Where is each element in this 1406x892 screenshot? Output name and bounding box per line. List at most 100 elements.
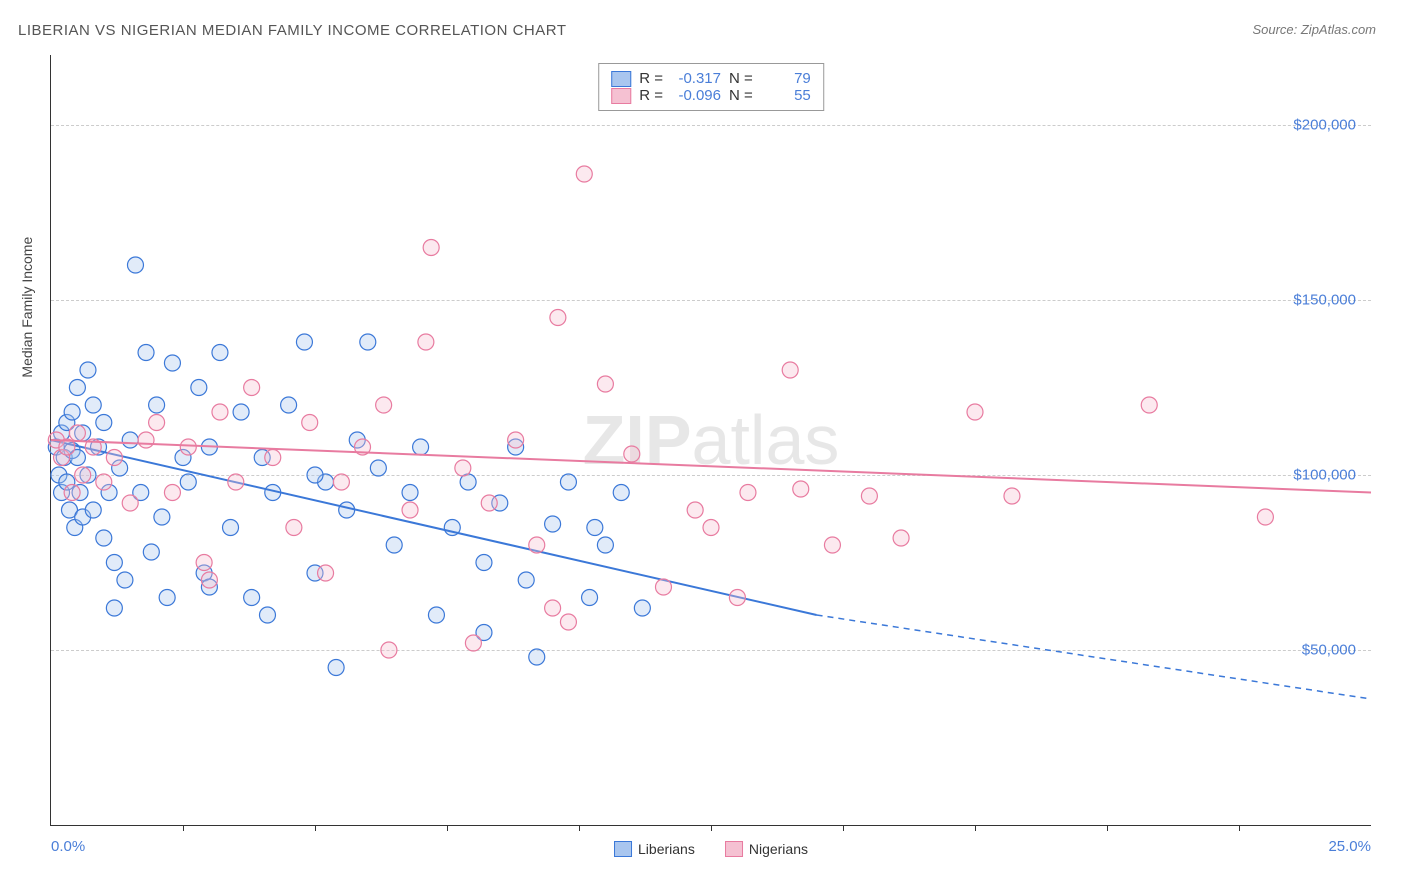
legend-label-nigerians: Nigerians — [749, 841, 808, 857]
data-point — [127, 257, 143, 273]
data-point — [967, 404, 983, 420]
chart-title: LIBERIAN VS NIGERIAN MEDIAN FAMILY INCOM… — [18, 22, 566, 39]
trend-line-extrapolated — [817, 615, 1371, 699]
x-axis-min-label: 0.0% — [51, 838, 85, 855]
data-point — [149, 415, 165, 431]
data-point — [96, 474, 112, 490]
data-point — [233, 404, 249, 420]
legend-row-liberians: R = -0.317 N = 79 — [611, 70, 811, 87]
data-point — [597, 537, 613, 553]
data-point — [196, 555, 212, 571]
data-point — [281, 397, 297, 413]
data-point — [597, 376, 613, 392]
data-point — [106, 600, 122, 616]
data-point — [402, 485, 418, 501]
data-point — [381, 642, 397, 658]
legend-label-liberians: Liberians — [638, 841, 695, 857]
data-point — [529, 537, 545, 553]
data-point — [476, 555, 492, 571]
swatch-icon — [614, 841, 632, 857]
swatch-nigerians — [611, 88, 631, 104]
data-point — [138, 345, 154, 361]
data-point — [138, 432, 154, 448]
data-point — [370, 460, 386, 476]
data-point — [212, 404, 228, 420]
data-point — [64, 485, 80, 501]
data-point — [413, 439, 429, 455]
data-point — [106, 450, 122, 466]
data-point — [149, 397, 165, 413]
data-point — [328, 660, 344, 676]
data-point — [455, 460, 471, 476]
data-point — [302, 415, 318, 431]
data-point — [228, 474, 244, 490]
data-point — [861, 488, 877, 504]
swatch-icon — [725, 841, 743, 857]
legend-item-liberians: Liberians — [614, 841, 695, 857]
data-point — [560, 614, 576, 630]
data-point — [122, 432, 138, 448]
data-point — [360, 334, 376, 350]
data-point — [793, 481, 809, 497]
data-point — [265, 450, 281, 466]
data-point — [1257, 509, 1273, 525]
r-value-liberians: -0.317 — [671, 70, 721, 87]
data-point — [307, 467, 323, 483]
data-point — [613, 485, 629, 501]
data-point — [143, 544, 159, 560]
data-point — [545, 516, 561, 532]
data-point — [655, 579, 671, 595]
series-legend: Liberians Nigerians — [614, 841, 808, 857]
data-point — [117, 572, 133, 588]
data-point — [465, 635, 481, 651]
data-point — [159, 590, 175, 606]
data-point — [560, 474, 576, 490]
data-point — [154, 509, 170, 525]
data-point — [376, 397, 392, 413]
data-point — [893, 530, 909, 546]
data-point — [259, 607, 275, 623]
data-point — [80, 362, 96, 378]
n-value-liberians: 79 — [761, 70, 811, 87]
data-point — [782, 362, 798, 378]
n-label: N = — [729, 87, 753, 104]
data-point — [85, 502, 101, 518]
r-label: R = — [639, 70, 663, 87]
data-point — [624, 446, 640, 462]
correlation-legend: R = -0.317 N = 79 R = -0.096 N = 55 — [598, 63, 824, 111]
swatch-liberians — [611, 71, 631, 87]
data-point — [703, 520, 719, 536]
n-value-nigerians: 55 — [761, 87, 811, 104]
data-point — [729, 590, 745, 606]
data-point — [122, 495, 138, 511]
y-axis-title: Median Family Income — [19, 237, 35, 378]
data-point — [69, 380, 85, 396]
data-point — [418, 334, 434, 350]
data-point — [529, 649, 545, 665]
data-point — [1141, 397, 1157, 413]
r-label: R = — [639, 87, 663, 104]
data-point — [402, 502, 418, 518]
data-point — [96, 530, 112, 546]
data-point — [164, 485, 180, 501]
data-point — [550, 310, 566, 326]
data-point — [582, 590, 598, 606]
data-point — [518, 572, 534, 588]
data-point — [508, 432, 524, 448]
data-point — [1004, 488, 1020, 504]
data-point — [191, 380, 207, 396]
legend-item-nigerians: Nigerians — [725, 841, 808, 857]
data-point — [386, 537, 402, 553]
data-point — [545, 600, 561, 616]
data-point — [244, 590, 260, 606]
data-point — [244, 380, 260, 396]
data-point — [634, 600, 650, 616]
x-axis-max-label: 25.0% — [1328, 838, 1371, 855]
data-point — [339, 502, 355, 518]
data-point — [180, 474, 196, 490]
data-point — [223, 520, 239, 536]
data-point — [740, 485, 756, 501]
data-point — [96, 415, 112, 431]
r-value-nigerians: -0.096 — [671, 87, 721, 104]
data-point — [201, 572, 217, 588]
